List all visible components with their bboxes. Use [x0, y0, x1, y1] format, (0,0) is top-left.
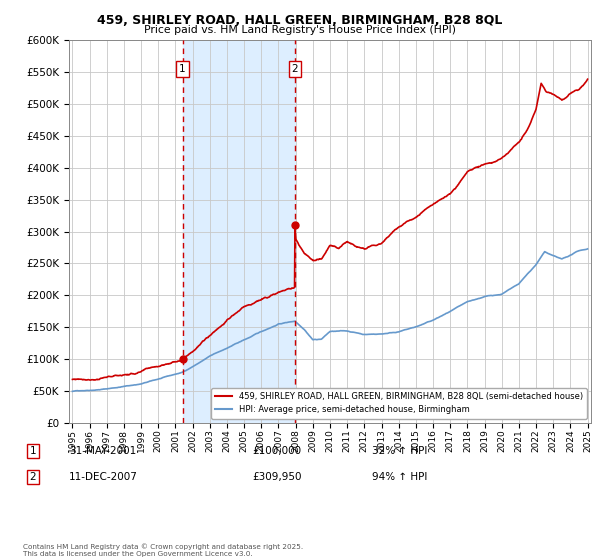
Text: 459, SHIRLEY ROAD, HALL GREEN, BIRMINGHAM, B28 8QL: 459, SHIRLEY ROAD, HALL GREEN, BIRMINGHA… [97, 14, 503, 27]
Legend: 459, SHIRLEY ROAD, HALL GREEN, BIRMINGHAM, B28 8QL (semi-detached house), HPI: A: 459, SHIRLEY ROAD, HALL GREEN, BIRMINGHA… [211, 388, 587, 419]
Text: Contains HM Land Registry data © Crown copyright and database right 2025.
This d: Contains HM Land Registry data © Crown c… [23, 544, 303, 557]
Text: 2: 2 [29, 472, 37, 482]
Text: 2: 2 [292, 64, 298, 74]
Text: 31-MAY-2001: 31-MAY-2001 [69, 446, 136, 456]
Text: 32% ↑ HPI: 32% ↑ HPI [372, 446, 427, 456]
Text: 94% ↑ HPI: 94% ↑ HPI [372, 472, 427, 482]
Bar [182, 40, 295, 423]
Text: Price paid vs. HM Land Registry's House Price Index (HPI): Price paid vs. HM Land Registry's House … [144, 25, 456, 35]
Text: £100,000: £100,000 [252, 446, 301, 456]
Text: 1: 1 [179, 64, 186, 74]
Text: 1: 1 [29, 446, 37, 456]
Text: £309,950: £309,950 [252, 472, 302, 482]
Text: 11-DEC-2007: 11-DEC-2007 [69, 472, 138, 482]
